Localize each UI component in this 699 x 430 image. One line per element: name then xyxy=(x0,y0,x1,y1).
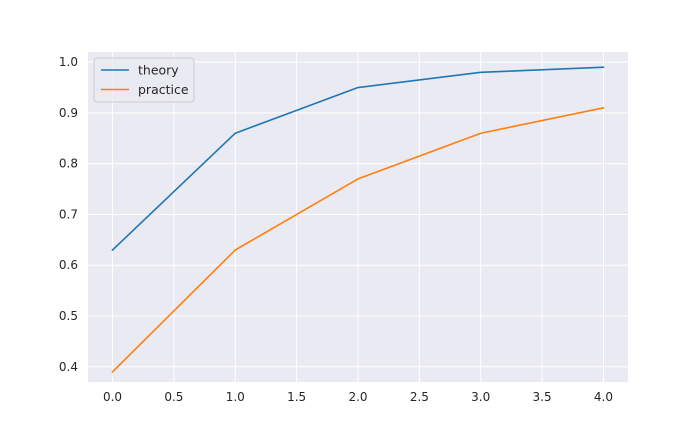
y-tick-label: 0.6 xyxy=(59,258,78,272)
series-line-theory xyxy=(111,66,605,252)
y-tick-label: 0.4 xyxy=(59,360,78,374)
x-tick-label: 2.5 xyxy=(410,390,429,404)
y-tick-label: 0.8 xyxy=(59,157,78,171)
legend-label-theory: theory xyxy=(138,63,179,78)
y-tick-label: 0.9 xyxy=(59,106,78,120)
series-layer xyxy=(111,66,605,373)
x-tick-label: 4.0 xyxy=(594,390,613,404)
x-tick-label: 0.5 xyxy=(164,390,183,404)
y-tick-label: 0.5 xyxy=(59,309,78,323)
x-tick-labels: 0.0 0.5 1.0 1.5 2.0 2.5 3.0 3.5 4.0 xyxy=(103,390,613,404)
y-tick-label: 1.0 xyxy=(59,55,78,69)
x-tick-label: 1.5 xyxy=(287,390,306,404)
series-line-practice xyxy=(111,106,605,373)
y-tick-label: 0.7 xyxy=(59,207,78,221)
legend: theory practice xyxy=(93,57,195,103)
x-tick-label: 0.0 xyxy=(103,390,122,404)
x-tick-label: 1.0 xyxy=(226,390,245,404)
legend-box xyxy=(93,57,195,103)
y-tick-labels: 0.4 0.5 0.6 0.7 0.8 0.9 1.0 xyxy=(59,55,78,374)
x-tick-label: 2.0 xyxy=(348,390,367,404)
grid-layer xyxy=(88,52,628,382)
x-tick-label: 3.0 xyxy=(471,390,490,404)
x-tick-label: 3.5 xyxy=(533,390,552,404)
legend-label-practice: practice xyxy=(138,82,189,97)
